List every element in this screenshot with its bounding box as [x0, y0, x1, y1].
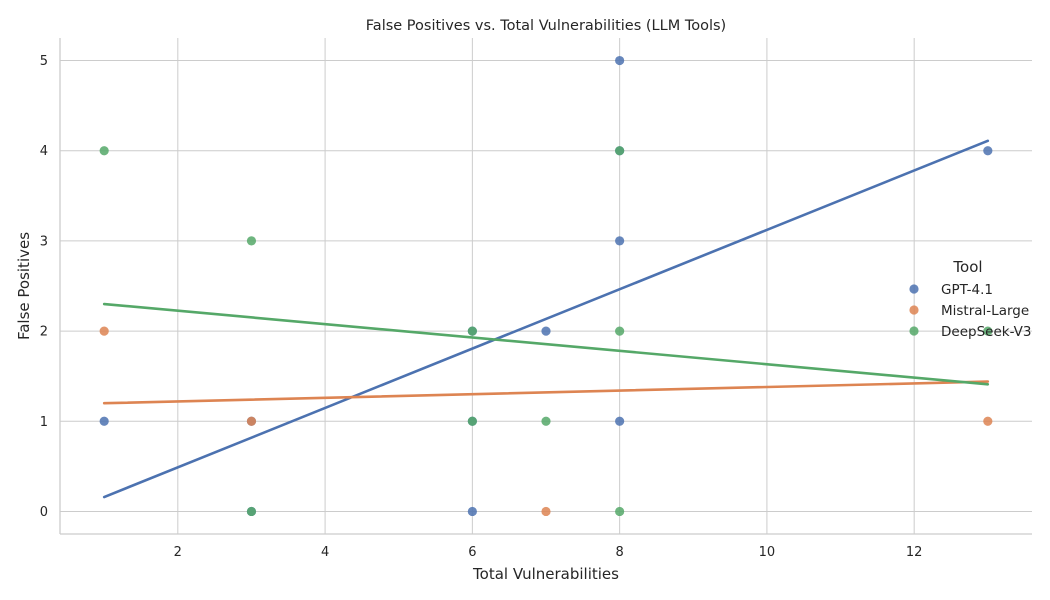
data-point [615, 326, 625, 336]
data-point [246, 236, 257, 246]
data-point [983, 146, 993, 156]
legend-label: DeepSeek-V3 [941, 324, 1031, 340]
x-tick-label: 2 [174, 545, 182, 560]
x-tick-label: 12 [906, 545, 923, 560]
data-point [983, 416, 993, 426]
data-point [99, 326, 109, 336]
chart-title: False Positives vs. Total Vulnerabilitie… [366, 18, 726, 34]
y-tick-label: 4 [40, 144, 48, 159]
data-point [467, 326, 477, 336]
legend-marker [909, 284, 919, 294]
data-point [99, 416, 109, 426]
data-point [541, 416, 551, 426]
data-point [615, 55, 625, 66]
data-point [615, 416, 625, 426]
data-point [246, 416, 257, 426]
regression-lines [102, 139, 990, 499]
y-tick-label: 3 [40, 234, 48, 249]
legend: Tool GPT-4.1 Mistral-Large DeepSeek-V3 [909, 258, 1031, 340]
data-point [615, 506, 625, 517]
data-point [541, 326, 551, 336]
data-points [99, 55, 993, 517]
legend-marker [909, 326, 919, 336]
y-tick-label: 2 [40, 325, 48, 340]
data-point [615, 146, 625, 156]
data-point [99, 146, 109, 156]
x-tick-label: 10 [759, 545, 776, 560]
fit-line-gpt-4-1 [102, 139, 990, 499]
y-tick-label: 5 [40, 54, 48, 69]
x-axis-label: Total Vulnerabilities [472, 565, 619, 583]
y-tick-label: 0 [40, 505, 48, 520]
fit-line-deepseek-v3 [102, 302, 990, 386]
legend-label: GPT-4.1 [941, 282, 993, 298]
x-tick-label: 4 [321, 545, 329, 560]
x-tick-label: 8 [615, 545, 623, 560]
data-point [467, 416, 477, 426]
data-point [983, 326, 993, 336]
legend-marker [909, 305, 919, 315]
legend-title: Tool [952, 258, 982, 276]
legend-label: Mistral-Large [941, 303, 1029, 319]
y-tick-label: 1 [40, 415, 48, 430]
data-point [541, 506, 551, 517]
x-tick-label: 6 [468, 545, 476, 560]
fit-line-mistral-large [102, 380, 990, 405]
data-point [246, 506, 257, 517]
axes [59, 38, 1032, 535]
data-point [615, 236, 625, 246]
y-axis-label: False Positives [15, 232, 33, 340]
grid [60, 38, 1032, 534]
data-point [467, 506, 477, 517]
